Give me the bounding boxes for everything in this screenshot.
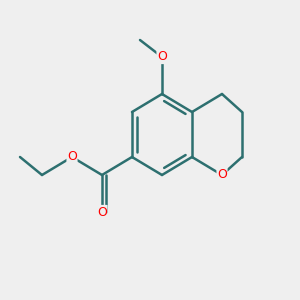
Text: O: O bbox=[157, 50, 167, 64]
Text: O: O bbox=[67, 151, 77, 164]
Text: O: O bbox=[217, 169, 227, 182]
Text: O: O bbox=[97, 206, 107, 218]
